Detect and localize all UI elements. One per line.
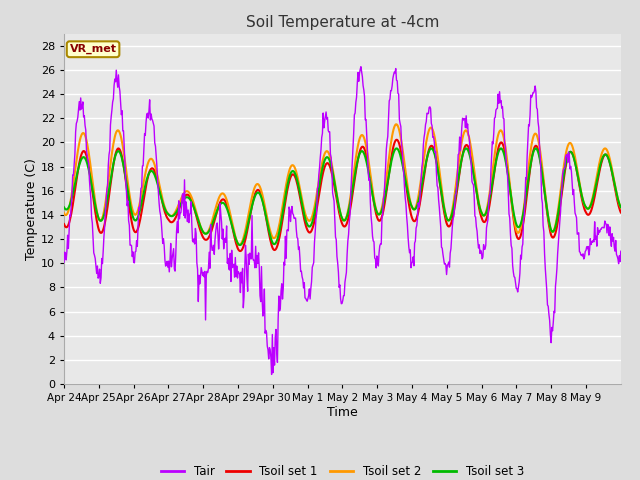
Legend: Tair, Tsoil set 1, Tsoil set 2, Tsoil set 3: Tair, Tsoil set 1, Tsoil set 2, Tsoil se… <box>156 461 529 480</box>
Title: Soil Temperature at -4cm: Soil Temperature at -4cm <box>246 15 439 30</box>
X-axis label: Time: Time <box>327 406 358 419</box>
Y-axis label: Temperature (C): Temperature (C) <box>25 158 38 260</box>
Text: VR_met: VR_met <box>70 44 116 54</box>
